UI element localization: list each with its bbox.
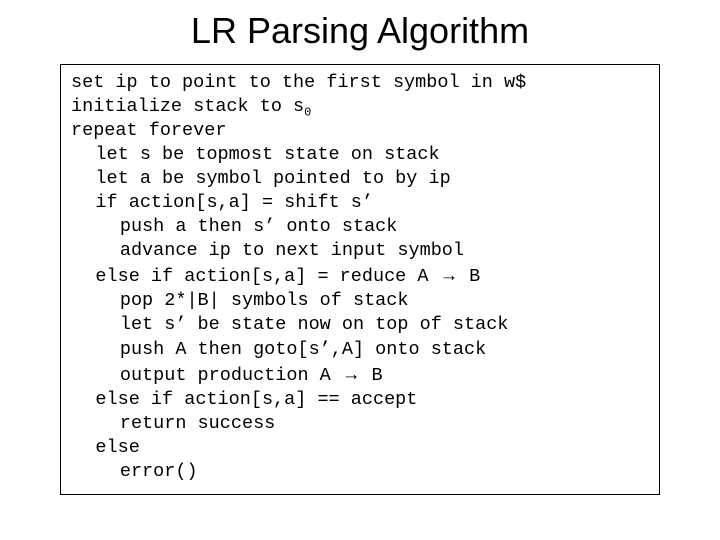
- code-line: pop 2*|B| symbols of stack: [71, 289, 409, 313]
- code-line: else: [71, 436, 140, 460]
- code-line: else if action[s,a] = reduce A → B: [71, 263, 480, 289]
- code-line: output production A → B: [71, 362, 383, 388]
- pseudocode: set ip to point to the first symbol in w…: [71, 71, 649, 484]
- code-line: push A then goto[s’,A] onto stack: [71, 338, 486, 362]
- code-line: initialize stack to s0: [71, 96, 311, 117]
- arrow-icon: →: [342, 363, 361, 384]
- code-line: else if action[s,a] == accept: [71, 388, 417, 412]
- code-line: let a be symbol pointed to by ip: [71, 167, 451, 191]
- code-line: return success: [71, 412, 275, 436]
- code-line: repeat forever: [71, 120, 226, 141]
- code-line: advance ip to next input symbol: [71, 239, 464, 263]
- code-line: error(): [71, 460, 198, 484]
- code-line: let s be topmost state on stack: [71, 143, 440, 167]
- page-title: LR Parsing Algorithm: [0, 10, 720, 52]
- arrow-icon: →: [440, 264, 459, 285]
- code-line: set ip to point to the first symbol in w…: [71, 72, 526, 93]
- code-line: if action[s,a] = shift s’: [71, 191, 373, 215]
- slide: LR Parsing Algorithm set ip to point to …: [0, 0, 720, 540]
- code-line: push a then s’ onto stack: [71, 215, 397, 239]
- code-box: set ip to point to the first symbol in w…: [60, 64, 660, 495]
- code-line: let s’ be state now on top of stack: [71, 313, 508, 337]
